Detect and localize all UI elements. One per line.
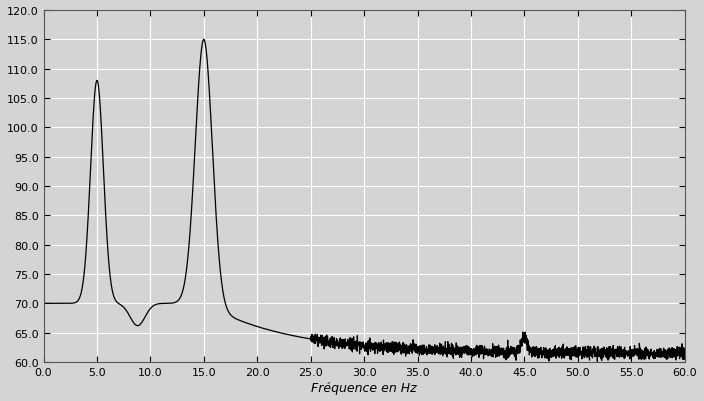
X-axis label: Fréquence en Hz: Fréquence en Hz — [311, 381, 417, 394]
